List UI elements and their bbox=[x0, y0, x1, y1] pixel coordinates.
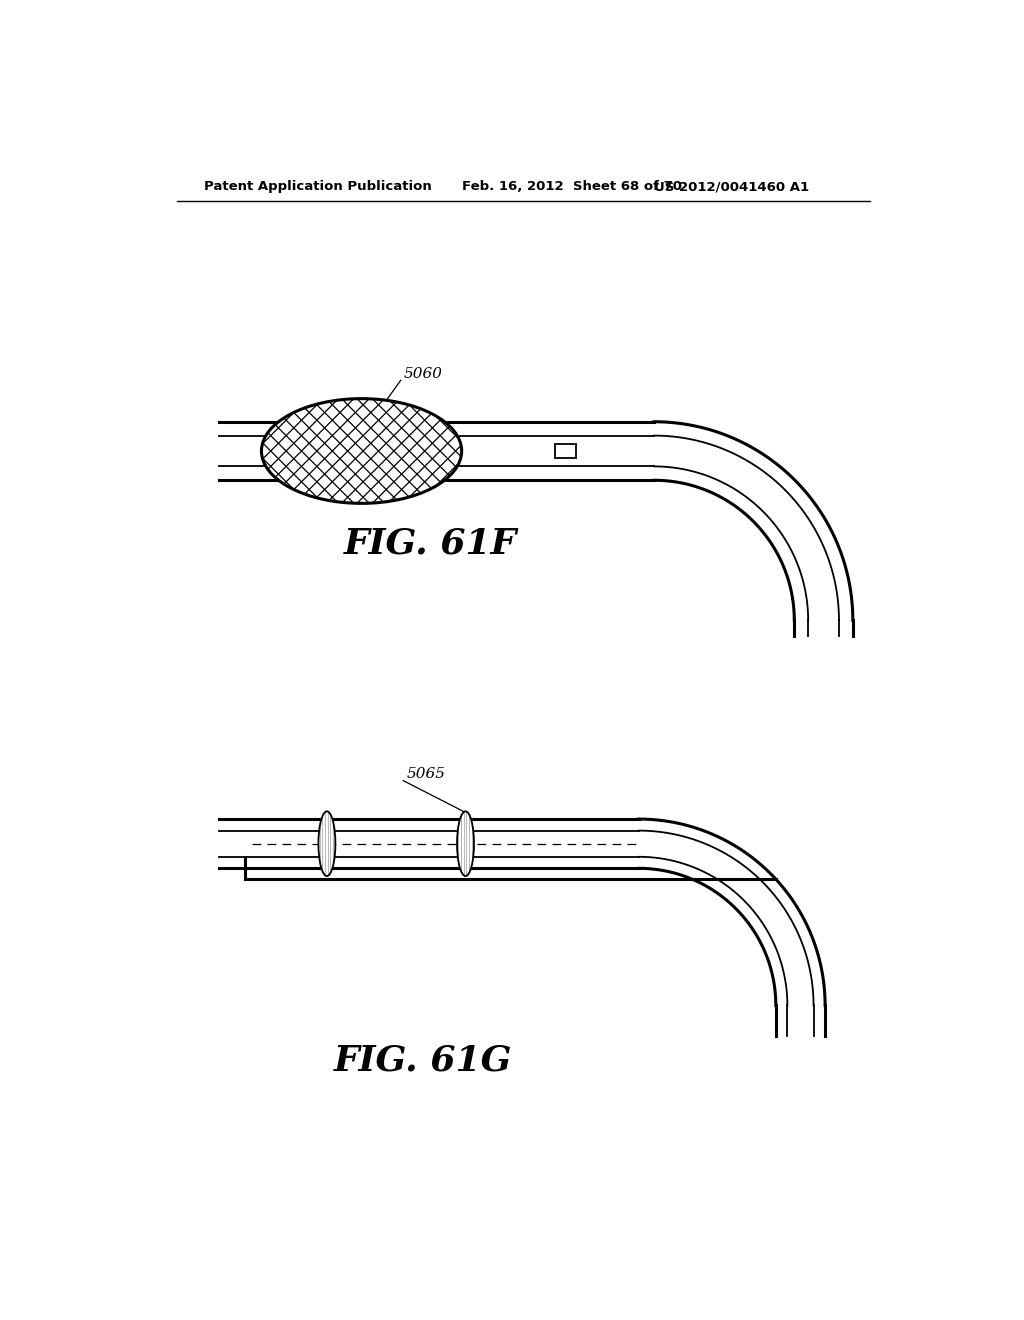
Text: Patent Application Publication: Patent Application Publication bbox=[204, 181, 431, 194]
Ellipse shape bbox=[457, 812, 474, 876]
Text: Feb. 16, 2012  Sheet 68 of 70: Feb. 16, 2012 Sheet 68 of 70 bbox=[462, 181, 682, 194]
Text: FIG. 61F: FIG. 61F bbox=[344, 527, 517, 561]
Ellipse shape bbox=[318, 812, 336, 876]
Text: 5060: 5060 bbox=[403, 367, 443, 381]
Ellipse shape bbox=[261, 399, 462, 503]
Text: US 2012/0041460 A1: US 2012/0041460 A1 bbox=[654, 181, 809, 194]
Text: 5065: 5065 bbox=[407, 767, 445, 781]
Text: FIG. 61G: FIG. 61G bbox=[334, 1044, 512, 1078]
Bar bbox=[555, 444, 577, 458]
